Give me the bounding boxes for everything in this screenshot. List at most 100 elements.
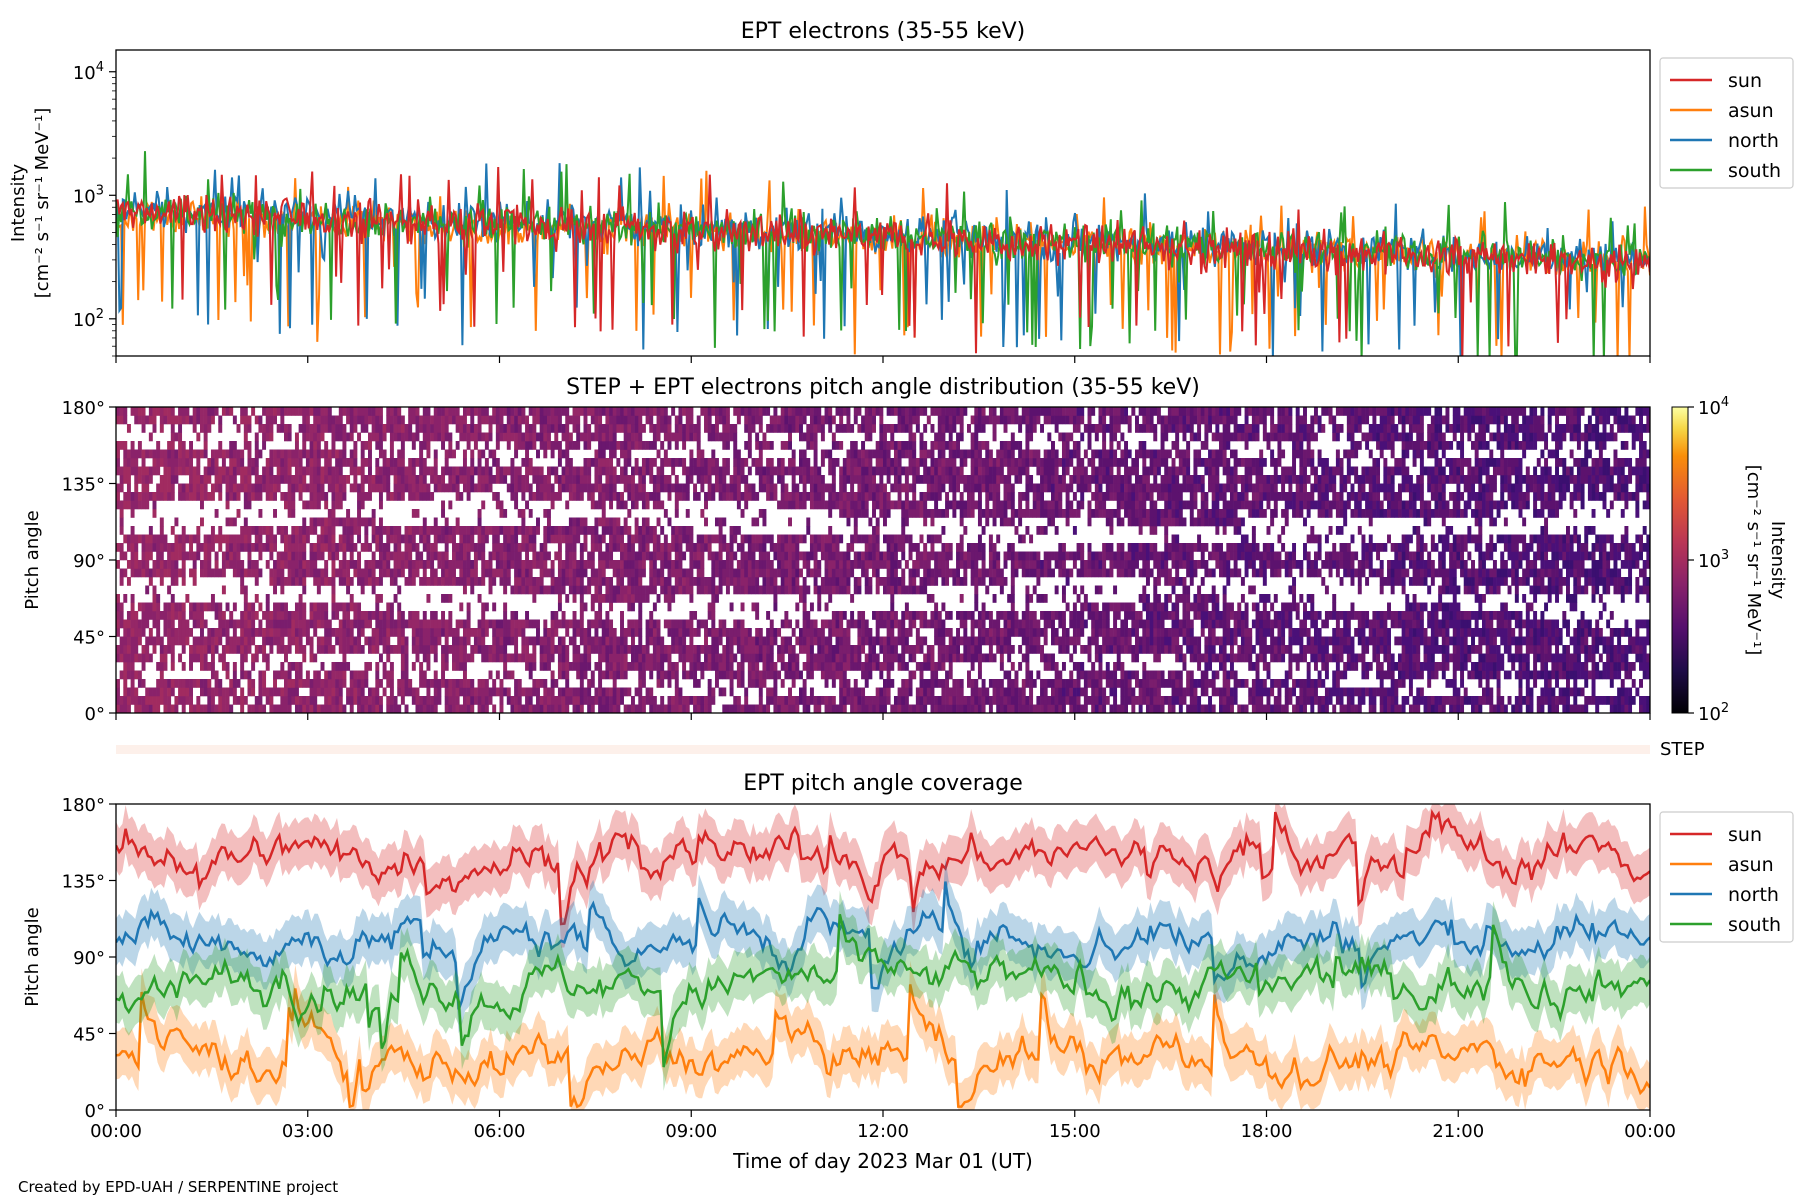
heatmap-cell bbox=[163, 679, 168, 688]
heatmap-cell bbox=[744, 653, 749, 663]
heatmap-cell bbox=[682, 696, 687, 705]
heatmap-cell bbox=[623, 517, 628, 527]
heatmap-cell bbox=[294, 560, 299, 569]
heatmap-cell bbox=[167, 636, 172, 646]
heatmap-cell bbox=[510, 653, 515, 663]
heatmap-cell bbox=[722, 543, 727, 552]
heatmap-cell bbox=[324, 568, 329, 578]
heatmap-cell bbox=[777, 645, 782, 654]
heatmap-cell bbox=[561, 645, 566, 654]
heatmap-cell bbox=[134, 670, 139, 680]
heatmap-cell bbox=[152, 534, 157, 544]
heatmap-cell bbox=[265, 424, 270, 433]
heatmap-cell bbox=[645, 628, 650, 637]
heatmap-cell bbox=[251, 526, 256, 535]
heatmap-cell bbox=[543, 509, 548, 518]
heatmap-cell bbox=[178, 653, 183, 663]
heatmap-cell bbox=[254, 534, 259, 544]
heatmap-cell bbox=[433, 407, 438, 416]
heatmap-cell bbox=[221, 645, 226, 654]
heatmap-cell bbox=[196, 466, 201, 476]
heatmap-cell bbox=[861, 670, 866, 680]
heatmap-cell bbox=[817, 543, 822, 552]
heatmap-cell bbox=[711, 483, 716, 493]
heatmap-cell bbox=[546, 483, 551, 493]
heatmap-cell bbox=[313, 407, 318, 416]
heatmap-cell bbox=[444, 594, 449, 603]
heatmap-cell bbox=[806, 568, 811, 578]
heatmap-cell bbox=[572, 407, 577, 416]
heatmap-cell bbox=[590, 696, 595, 705]
heatmap-cell bbox=[594, 687, 599, 697]
heatmap-cell bbox=[349, 670, 354, 680]
heatmap-cell bbox=[210, 534, 215, 544]
heatmap-cell bbox=[240, 560, 245, 569]
heatmap-cell bbox=[620, 492, 624, 501]
heatmap-cell bbox=[539, 645, 544, 654]
heatmap-cell bbox=[203, 602, 208, 612]
heatmap-cell bbox=[196, 526, 201, 535]
heatmap-cell bbox=[587, 585, 592, 595]
heatmap-cell bbox=[598, 500, 603, 510]
heatmap-cell bbox=[525, 441, 530, 450]
heatmap-cell bbox=[170, 687, 175, 697]
heatmap-cell bbox=[850, 611, 855, 620]
heatmap-cell bbox=[159, 449, 164, 459]
heatmap-cell bbox=[243, 670, 248, 680]
heatmap-cell bbox=[583, 653, 588, 663]
heatmap-cell bbox=[134, 415, 139, 425]
heatmap-cell bbox=[601, 653, 606, 663]
heatmap-cell bbox=[462, 662, 467, 671]
heatmap-cell bbox=[623, 670, 628, 680]
heatmap-cell bbox=[433, 526, 438, 535]
heatmap-cell bbox=[159, 670, 164, 680]
heatmap-cell bbox=[145, 611, 150, 620]
heatmap-cell bbox=[769, 645, 774, 654]
heatmap-cell bbox=[159, 415, 164, 425]
heatmap-cell bbox=[130, 543, 135, 552]
heatmap-cell bbox=[481, 653, 486, 663]
heatmap-cell bbox=[196, 551, 201, 561]
heatmap-cell bbox=[291, 551, 296, 561]
heatmap-cell bbox=[722, 628, 727, 637]
heatmap-cell bbox=[441, 509, 446, 518]
heatmap-cell bbox=[309, 568, 314, 578]
heatmap-cell bbox=[649, 492, 654, 501]
heatmap-cell bbox=[506, 628, 511, 637]
heatmap-cell bbox=[492, 492, 497, 501]
heatmap-cell bbox=[565, 526, 570, 535]
heatmap-cell bbox=[364, 415, 369, 425]
heatmap-cell bbox=[809, 670, 814, 680]
heatmap-cell bbox=[189, 449, 193, 459]
heatmap-cell bbox=[802, 704, 807, 713]
heatmap-cell bbox=[612, 696, 617, 705]
heatmap-cell bbox=[649, 466, 654, 476]
heatmap-cell bbox=[689, 645, 694, 654]
heatmap-cell bbox=[671, 696, 676, 705]
heatmap-cell bbox=[514, 585, 519, 595]
heatmap-cell bbox=[411, 458, 416, 467]
heatmap-cell bbox=[601, 526, 606, 535]
heatmap-cell bbox=[620, 441, 624, 450]
heatmap-cell bbox=[510, 407, 515, 416]
heatmap-cell bbox=[561, 619, 566, 629]
heatmap-cell bbox=[623, 475, 628, 484]
heatmap-cell bbox=[357, 492, 362, 501]
heatmap-cell bbox=[441, 611, 446, 620]
heatmap-cell bbox=[342, 475, 347, 484]
heatmap-cell bbox=[459, 492, 464, 501]
heatmap-cell bbox=[294, 449, 299, 459]
heatmap-cell bbox=[773, 424, 778, 433]
heatmap-cell bbox=[616, 415, 621, 425]
heatmap-cell bbox=[696, 424, 701, 433]
heatmap-cell bbox=[276, 560, 281, 569]
heatmap-cell bbox=[313, 628, 318, 637]
heatmap-cell bbox=[294, 568, 299, 578]
heatmap-cell bbox=[280, 551, 285, 561]
heatmap-cell bbox=[316, 577, 321, 586]
heatmap-cell bbox=[207, 560, 212, 569]
heatmap-cell bbox=[663, 458, 668, 467]
heatmap-cell bbox=[773, 602, 778, 612]
heatmap-cell bbox=[747, 704, 752, 713]
heatmap-cell bbox=[645, 662, 650, 671]
